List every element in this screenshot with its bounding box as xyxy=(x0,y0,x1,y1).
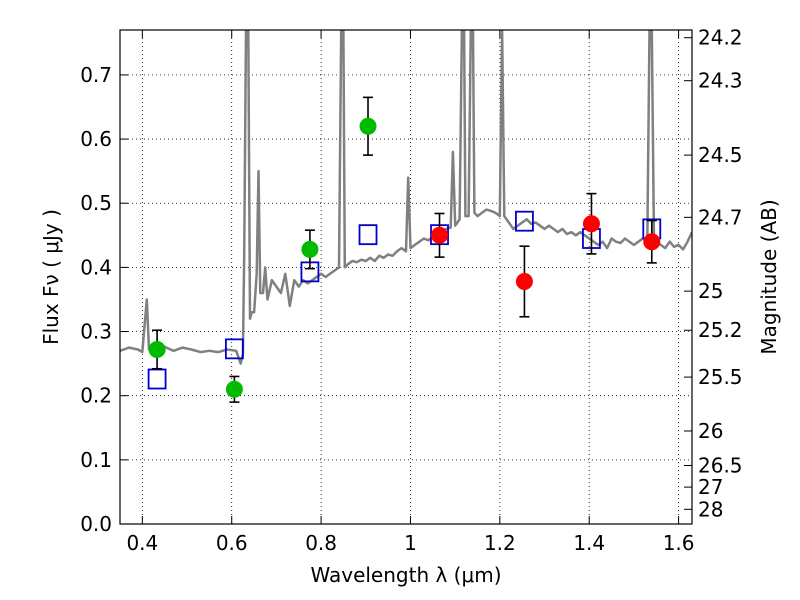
magnitude-tick-label: 25 xyxy=(698,279,723,303)
x-tick-label: 1 xyxy=(404,531,417,555)
flux-point-marker xyxy=(643,233,661,251)
marker-layer xyxy=(147,96,662,403)
spectrum-line xyxy=(120,30,692,365)
magnitude-tick-label: 24.2 xyxy=(698,26,743,50)
y-tick-label: 0.6 xyxy=(80,127,112,151)
y-tick-label: 0.2 xyxy=(80,384,112,408)
model-square-marker xyxy=(224,338,244,360)
y-tick-label: 0.3 xyxy=(80,320,112,344)
magnitude-tick-label: 27 xyxy=(698,475,723,499)
y-tick-label: 0.1 xyxy=(80,448,112,472)
model-square-marker xyxy=(515,210,534,232)
flux-point-marker xyxy=(359,117,377,135)
flux-point-marker xyxy=(301,240,319,258)
x-tick-label: 0.8 xyxy=(305,531,337,555)
plot-frame xyxy=(119,29,693,525)
x-tick-label: 0.4 xyxy=(126,531,158,555)
magnitude-tick-label: 24.5 xyxy=(698,143,743,167)
magnitude-tick-label: 28 xyxy=(698,497,723,521)
y-tick-label: 0.4 xyxy=(80,255,112,279)
y-tick-label: 0.7 xyxy=(80,63,112,87)
magnitude-tick-label: 25.5 xyxy=(698,365,743,389)
tick-layer: 0.4 0.6 0.8 1 1.2 1.4 1.6 0.0 0.1 0.2 0.3 0.4 0.5 0.6… xyxy=(80,26,742,555)
spectrum-layer xyxy=(120,30,692,365)
model-square-marker xyxy=(358,224,378,246)
x-tick-label: 1.4 xyxy=(573,531,605,555)
x-tick-label: 1.2 xyxy=(484,531,516,555)
model-square-marker xyxy=(147,368,167,390)
flux-point-marker xyxy=(225,380,243,398)
magnitude-tick-label: 26.5 xyxy=(698,453,743,477)
magnitude-tick-label: 25.2 xyxy=(698,318,743,342)
magnitude-tick-label: 24.3 xyxy=(698,69,743,93)
flux-point-marker xyxy=(582,215,600,233)
x-tick-label: 1.6 xyxy=(663,531,695,555)
x-axis-label: Wavelength λ (μm) xyxy=(310,563,501,587)
grid-layer xyxy=(120,30,692,525)
flux-point-marker xyxy=(431,226,449,244)
magnitude-tick-label: 26 xyxy=(698,419,723,443)
flux-point-marker xyxy=(148,340,166,358)
y2-axis-label: Magnitude (AB) xyxy=(757,199,781,354)
y-tick-label: 0.5 xyxy=(80,191,112,215)
y-tick-label: 0.0 xyxy=(80,512,112,536)
flux-point-marker xyxy=(515,272,533,290)
x-tick-label: 0.6 xyxy=(216,531,248,555)
y-axis-label: Flux Fν ( μJy ) xyxy=(39,209,63,345)
magnitude-tick-label: 24.7 xyxy=(698,205,743,229)
